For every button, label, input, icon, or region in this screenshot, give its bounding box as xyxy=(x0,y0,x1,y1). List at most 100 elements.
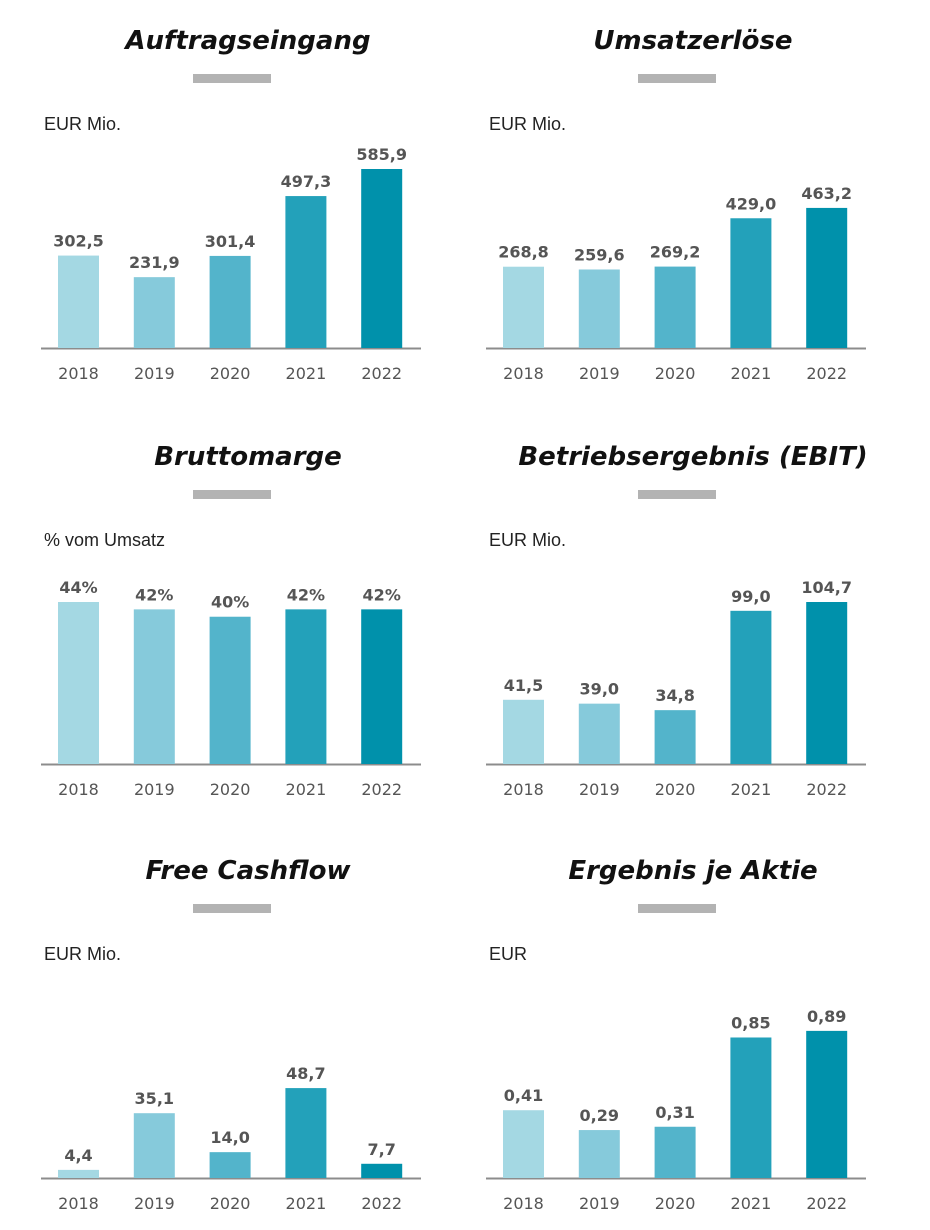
chart-title: Free Cashflow xyxy=(145,856,351,886)
chart-title: Bruttomarge xyxy=(154,442,342,472)
x-tick-label-2018: 2018 xyxy=(58,364,99,383)
data-label-2018: 0,41 xyxy=(504,1086,543,1105)
title-underline xyxy=(638,74,716,83)
x-tick-label-2020: 2020 xyxy=(655,364,696,383)
bar-2019 xyxy=(133,609,175,764)
chart-panel-ergebnis-je-aktie: Ergebnis je Aktie EUR 0,41 2018 0,29 2019 0,… xyxy=(483,830,903,1230)
x-tick-label-2018: 2018 xyxy=(503,1194,544,1213)
title-underline xyxy=(193,74,271,83)
chart-title: Auftragseingang xyxy=(125,26,371,56)
data-label-2020: 14,0 xyxy=(210,1128,249,1147)
x-tick-label-2020: 2020 xyxy=(210,364,251,383)
bar-2018 xyxy=(58,602,99,764)
bar-2020 xyxy=(654,266,696,348)
x-tick-label-2022: 2022 xyxy=(361,364,402,383)
x-tick-label-2021: 2021 xyxy=(731,780,772,799)
unit-label: EUR xyxy=(489,944,528,964)
x-tick-label-2022: 2022 xyxy=(806,364,847,383)
x-tick-label-2018: 2018 xyxy=(503,780,544,799)
bar-2021 xyxy=(730,1037,772,1178)
chart-panel-ebit: Betriebsergebnis (EBIT) EUR Mio. 41,5 201… xyxy=(483,416,903,816)
data-label-2018: 302,5 xyxy=(53,232,104,251)
x-tick-label-2020: 2020 xyxy=(210,780,251,799)
x-tick-label-2019: 2019 xyxy=(134,364,175,383)
data-label-2020: 269,2 xyxy=(650,243,701,262)
bar-2021 xyxy=(730,610,772,764)
data-label-2018: 41,5 xyxy=(504,676,543,695)
data-label-2022: 7,7 xyxy=(368,1140,396,1159)
bar-2020 xyxy=(209,255,251,348)
data-label-2022: 104,7 xyxy=(801,578,852,597)
x-tick-label-2018: 2018 xyxy=(503,364,544,383)
bar-2019 xyxy=(578,703,620,764)
x-tick-label-2021: 2021 xyxy=(286,780,327,799)
bar-2018 xyxy=(503,266,544,348)
x-tick-label-2022: 2022 xyxy=(361,1194,402,1213)
x-tick-label-2020: 2020 xyxy=(655,1194,696,1213)
data-label-2020: 40% xyxy=(211,593,249,612)
bar-2019 xyxy=(133,277,175,348)
x-tick-label-2021: 2021 xyxy=(286,364,327,383)
data-label-2021: 497,3 xyxy=(281,172,332,191)
title-underline xyxy=(193,490,271,499)
unit-label: EUR Mio. xyxy=(489,114,567,134)
data-label-2019: 0,29 xyxy=(580,1106,619,1125)
x-tick-label-2021: 2021 xyxy=(731,364,772,383)
bar-2020 xyxy=(654,710,696,764)
chart-panel-auftragseingang: Auftragseingang EUR Mio. 302,5 2018 231,9 2… xyxy=(38,0,458,400)
bar-2018 xyxy=(58,255,99,348)
data-label-2022: 463,2 xyxy=(801,184,852,203)
bar-2019 xyxy=(578,269,620,348)
chart-title: Umsatzerlöse xyxy=(593,26,793,56)
data-label-2020: 301,4 xyxy=(205,232,256,251)
x-tick-label-2022: 2022 xyxy=(806,780,847,799)
unit-label: EUR Mio. xyxy=(44,114,122,134)
chart-title: Ergebnis je Aktie xyxy=(568,856,818,886)
bar-2022 xyxy=(361,609,403,764)
data-label-2019: 42% xyxy=(135,585,173,604)
title-underline xyxy=(193,904,271,913)
bar-2020 xyxy=(654,1126,696,1178)
unit-label: EUR Mio. xyxy=(44,944,122,964)
data-label-2018: 44% xyxy=(59,578,97,597)
data-label-2019: 39,0 xyxy=(580,680,619,699)
bar-2021 xyxy=(285,1088,327,1178)
bar-2018 xyxy=(503,1110,544,1178)
x-tick-label-2019: 2019 xyxy=(579,364,620,383)
data-label-2022: 585,9 xyxy=(356,145,407,164)
bar-2022 xyxy=(806,1030,848,1178)
data-label-2020: 34,8 xyxy=(655,686,694,705)
bar-2018 xyxy=(503,699,544,764)
x-tick-label-2020: 2020 xyxy=(210,1194,251,1213)
x-tick-label-2019: 2019 xyxy=(134,780,175,799)
data-label-2021: 42% xyxy=(287,585,325,604)
bar-2021 xyxy=(285,609,327,764)
data-label-2021: 0,85 xyxy=(731,1013,770,1032)
unit-label: % vom Umsatz xyxy=(44,530,166,550)
bar-chart: 302,5 2018 231,9 2019 301,4 2020 497,3 2021 585,… xyxy=(41,145,421,383)
bar-chart: 268,8 2018 259,6 2019 269,2 2020 429,0 2021 463,… xyxy=(486,184,866,383)
unit-label: EUR Mio. xyxy=(489,530,567,550)
bar-chart: 4,4 2018 35,1 2019 14,0 2020 48,7 2021 7,7 2022 xyxy=(41,1064,421,1213)
bar-2022 xyxy=(361,1163,403,1178)
chart-title: Betriebsergebnis (EBIT) xyxy=(518,442,868,472)
data-label-2021: 429,0 xyxy=(726,194,777,213)
x-tick-label-2022: 2022 xyxy=(806,1194,847,1213)
bar-2021 xyxy=(285,196,327,348)
bar-2020 xyxy=(209,616,251,764)
bar-2019 xyxy=(133,1113,175,1178)
title-underline xyxy=(638,904,716,913)
x-tick-label-2019: 2019 xyxy=(579,780,620,799)
x-tick-label-2021: 2021 xyxy=(286,1194,327,1213)
x-tick-label-2022: 2022 xyxy=(361,780,402,799)
bar-2022 xyxy=(806,602,848,764)
chart-panel-free-cashflow: Free Cashflow EUR Mio. 4,4 2018 35,1 2019 14… xyxy=(38,830,458,1230)
bar-chart: 44% 2018 42% 2019 40% 2020 42% 2021 42% 2022 xyxy=(41,578,421,799)
data-label-2018: 268,8 xyxy=(498,243,549,262)
bar-2022 xyxy=(806,207,848,348)
x-tick-label-2019: 2019 xyxy=(134,1194,175,1213)
data-label-2019: 231,9 xyxy=(129,253,180,272)
bar-chart: 0,41 2018 0,29 2019 0,31 2020 0,85 2021 0,89 2022 xyxy=(486,1007,866,1213)
x-tick-label-2019: 2019 xyxy=(579,1194,620,1213)
data-label-2019: 259,6 xyxy=(574,245,625,264)
